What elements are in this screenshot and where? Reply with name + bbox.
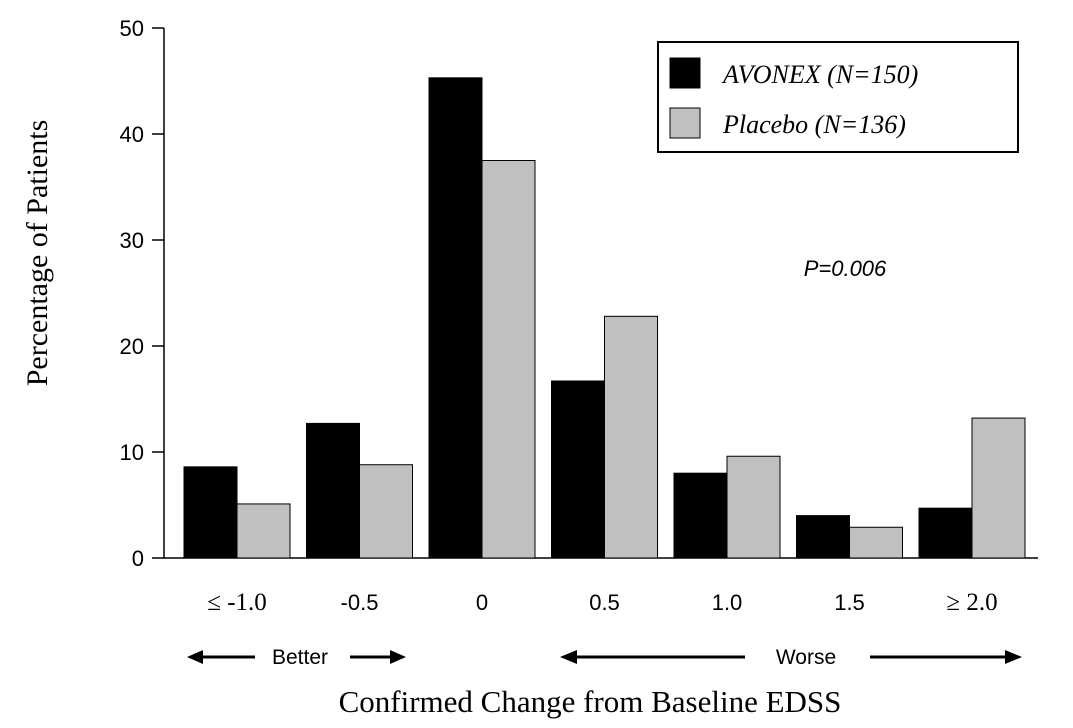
y-ticks: 0 10 20 30 40 50 — [120, 16, 164, 571]
y-tick-label: 0 — [132, 546, 144, 571]
x-axis-title: Confirmed Change from Baseline EDSS — [339, 684, 842, 719]
bars — [183, 77, 1026, 559]
better-arrow-left-head — [187, 650, 203, 664]
legend-swatch-avonex — [669, 57, 701, 89]
y-tick-label: 30 — [120, 228, 144, 253]
legend-box — [657, 41, 1019, 153]
bar-placebo-6 — [971, 417, 1026, 559]
legend-label-avonex: AVONEX (N=150) — [721, 60, 918, 89]
x-tick-label: 0 — [476, 590, 488, 615]
bar-placebo-4 — [726, 455, 781, 559]
better-annotation: Better — [187, 646, 406, 669]
worse-arrow-right-head — [1005, 650, 1022, 664]
worse-label: Worse — [776, 646, 836, 669]
x-tick-label: ≥ 2.0 — [946, 589, 997, 616]
better-label: Better — [272, 646, 328, 669]
better-arrow-right-head — [390, 650, 406, 664]
bar-avonex-2 — [428, 77, 483, 559]
x-tick-label: 1.5 — [834, 590, 865, 615]
x-tick-label: 1.0 — [712, 590, 743, 615]
worse-annotation: Worse — [560, 646, 1022, 669]
y-tick-label: 20 — [120, 334, 144, 359]
bar-placebo-3 — [604, 315, 658, 559]
bar-avonex-1 — [306, 422, 360, 559]
y-tick-label: 40 — [120, 122, 144, 147]
x-tick-label: ≤ -1.0 — [207, 589, 267, 616]
p-value-annotation: P=0.006 — [804, 256, 887, 281]
x-ticks: ≤ -1.0 -0.5 0 0.5 1.0 1.5 ≥ 2.0 — [207, 589, 997, 616]
bar-avonex-4 — [673, 472, 728, 559]
x-tick-label: -0.5 — [341, 590, 379, 615]
legend: AVONEX (N=150) Placebo (N=136) — [657, 41, 1019, 153]
x-tick-label: 0.5 — [589, 590, 620, 615]
bar-avonex-3 — [551, 380, 605, 559]
y-tick-label: 50 — [120, 16, 144, 41]
bar-avonex-5 — [796, 515, 850, 559]
bar-avonex-6 — [918, 507, 973, 559]
bar-placebo-1 — [359, 464, 413, 559]
bar-placebo-5 — [849, 526, 903, 559]
bar-avonex-0 — [183, 466, 238, 559]
y-tick-label: 10 — [120, 440, 144, 465]
y-axis-title: Percentage of Patients — [21, 120, 54, 387]
bar-placebo-0 — [236, 503, 291, 559]
legend-label-placebo: Placebo (N=136) — [722, 110, 906, 139]
worse-arrow-left-head — [560, 650, 577, 664]
bar-placebo-2 — [481, 160, 536, 559]
legend-swatch-placebo — [669, 107, 701, 139]
